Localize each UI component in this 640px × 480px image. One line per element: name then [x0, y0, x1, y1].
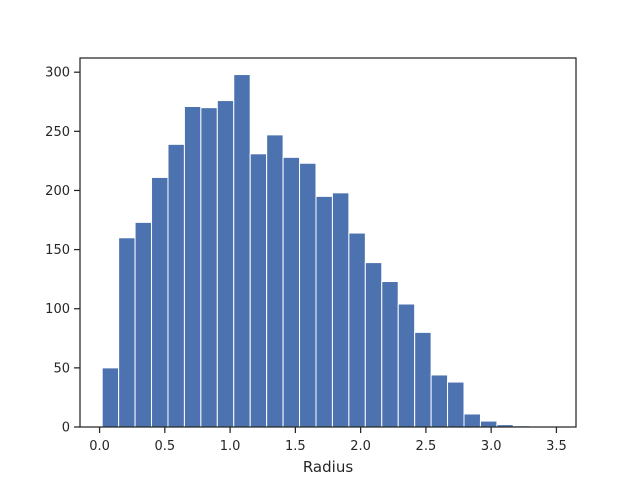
y-axis: 0 50 100 150 200 250 300 [45, 66, 80, 436]
y-tick-label: 0 [62, 421, 70, 436]
x-tick-label: 2.5 [416, 439, 437, 454]
histogram-bar [134, 221, 153, 428]
histogram-bar [447, 381, 465, 428]
x-axis-label: Radius [303, 458, 353, 476]
histogram-bar [151, 176, 169, 428]
histogram-bar [118, 237, 136, 428]
histogram-bar [414, 331, 432, 428]
histogram-bar [463, 413, 481, 428]
y-tick-label: 250 [45, 125, 70, 140]
x-tick-label: 1.0 [220, 439, 241, 454]
histogram-bar [381, 281, 399, 428]
histogram-bar [183, 105, 202, 428]
plot-frame [79, 57, 577, 428]
x-tick-label: 0.0 [89, 439, 110, 454]
y-tick-label: 300 [45, 66, 70, 81]
x-tick-label: 0.5 [154, 439, 175, 454]
y-tick-label: 100 [45, 302, 70, 317]
histogram-bar [315, 195, 333, 428]
x-tick-label: 3.5 [546, 439, 567, 454]
bars-group [101, 74, 531, 428]
histogram-bar [167, 143, 185, 428]
histogram-bar [216, 100, 235, 428]
y-tick-label: 200 [45, 184, 70, 199]
histogram-bar [364, 262, 383, 428]
histogram-bar [331, 192, 350, 428]
histogram-bar [233, 74, 251, 428]
histogram-bar [249, 153, 268, 428]
histogram-bar [101, 367, 120, 428]
x-tick-label: 1.5 [285, 439, 306, 454]
x-tick-label: 3.0 [481, 439, 502, 454]
histogram-bar [397, 303, 416, 428]
histogram-bar [348, 232, 366, 428]
histogram-bar [299, 162, 317, 428]
histogram-bar [200, 107, 218, 428]
histogram-bar [479, 420, 498, 428]
x-axis: 0.0 0.5 1.0 1.5 2.0 2.5 3.0 3.5 [89, 427, 567, 454]
histogram-bar [266, 134, 284, 428]
histogram-bar [430, 374, 449, 428]
y-tick-label: 50 [53, 361, 70, 376]
x-tick-label: 2.0 [350, 439, 371, 454]
histogram-bar [282, 156, 301, 428]
y-tick-label: 150 [45, 243, 70, 258]
